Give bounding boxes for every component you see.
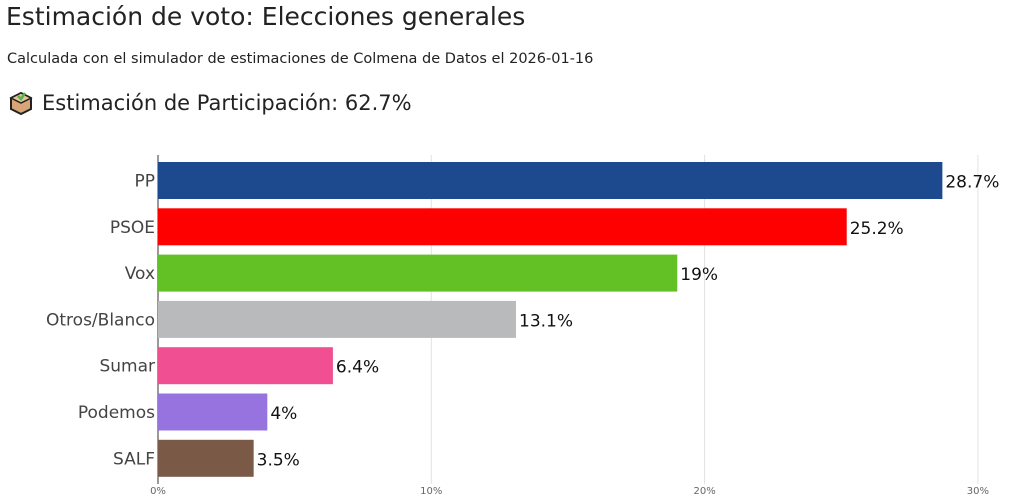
bar-sumar bbox=[158, 347, 333, 385]
bar-psoe bbox=[158, 208, 847, 246]
data-label: 6.4% bbox=[336, 358, 379, 378]
page-title: Estimación de voto: Elecciones generales bbox=[6, 2, 526, 31]
x-tick-label: 10% bbox=[420, 486, 442, 497]
data-label: 25.2% bbox=[850, 219, 904, 239]
category-label: Vox bbox=[125, 264, 155, 284]
data-label: 28.7% bbox=[945, 173, 999, 193]
bar-salf bbox=[158, 439, 254, 477]
data-label: 4% bbox=[270, 404, 297, 424]
turnout-text: Estimación de Participación: 62.7% bbox=[42, 91, 412, 115]
category-label: Sumar bbox=[99, 357, 155, 377]
x-tick-label: 20% bbox=[693, 486, 715, 497]
bar-otrosblanco bbox=[158, 300, 517, 338]
category-label: PP bbox=[134, 172, 155, 192]
page-subtitle: Calculada con el simulador de estimacion… bbox=[7, 51, 594, 67]
data-label: 19% bbox=[680, 265, 718, 285]
bar-vox bbox=[158, 254, 678, 292]
category-label: Otros/Blanco bbox=[46, 310, 155, 330]
bar-podemos bbox=[158, 393, 268, 431]
x-tick-label: 30% bbox=[967, 486, 989, 497]
category-label: Podemos bbox=[78, 403, 155, 423]
ballot-box-icon bbox=[9, 91, 33, 116]
category-label: PSOE bbox=[110, 218, 155, 238]
data-label: 13.1% bbox=[519, 311, 573, 331]
category-label: SALF bbox=[113, 449, 155, 469]
x-tick-label: 0% bbox=[150, 486, 166, 497]
bar-pp bbox=[158, 162, 943, 199]
turnout-estimate: Estimación de Participación: 62.7% bbox=[8, 90, 412, 116]
data-label: 3.5% bbox=[257, 450, 300, 470]
